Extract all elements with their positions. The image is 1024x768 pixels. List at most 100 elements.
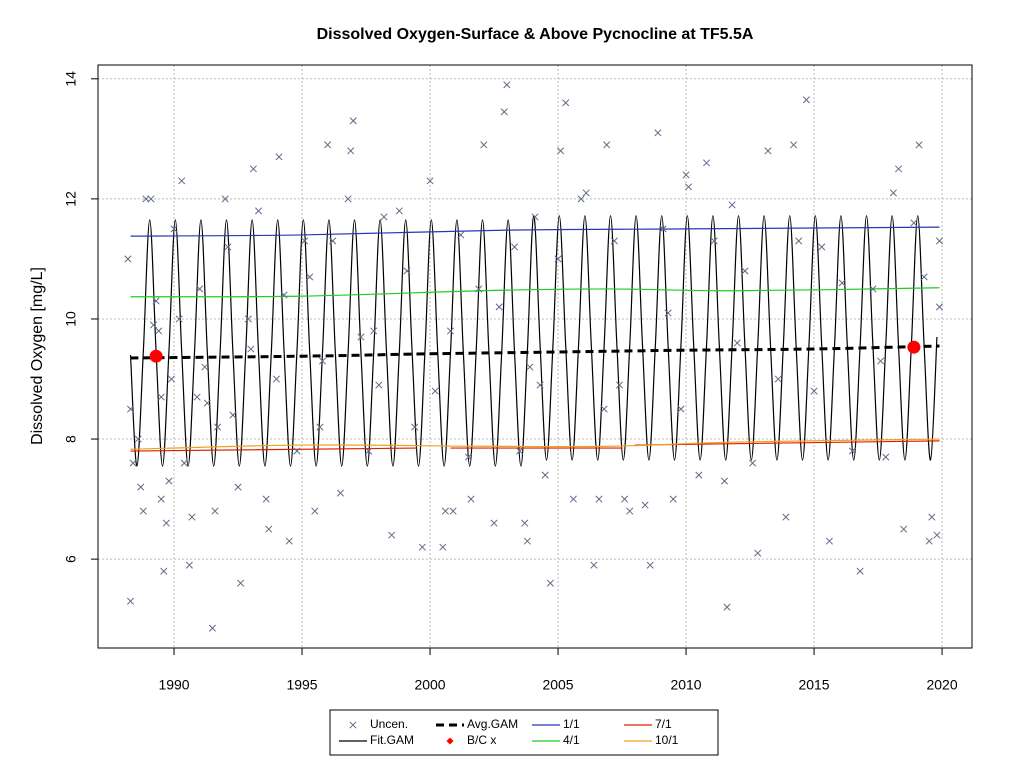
data-point: [503, 81, 511, 89]
data-point: [838, 279, 846, 287]
data-point: [293, 447, 301, 455]
data-point: [426, 177, 434, 185]
data-point: [157, 495, 165, 503]
x-tick-label: 2020: [926, 677, 957, 693]
data-point: [464, 453, 472, 461]
x-tick-label: 2010: [670, 677, 701, 693]
y-tick-label: 12: [63, 191, 79, 207]
legend-item: Avg.GAM: [436, 717, 518, 731]
legend-item: 10/1: [624, 733, 679, 747]
data-point: [541, 471, 549, 479]
data-point: [641, 501, 649, 509]
x-tick-label: 2015: [798, 677, 829, 693]
data-point: [388, 531, 396, 539]
data-point: [646, 561, 654, 569]
x-tick-label: 2005: [542, 677, 573, 693]
x-tick-label: 1990: [158, 677, 189, 693]
data-point: [677, 405, 685, 413]
data-point: [664, 309, 672, 317]
data-point: [610, 237, 618, 245]
data-point: [510, 243, 519, 251]
y-axis-label: Dissolved Oxygen [mg/L]: [29, 267, 46, 445]
data-point: [523, 537, 531, 545]
data-point: [196, 285, 204, 293]
data-point: [710, 237, 718, 245]
legend-label: Fit.GAM: [370, 733, 414, 747]
data-point: [165, 477, 173, 485]
data-point: [582, 189, 590, 197]
data-point: [221, 195, 229, 203]
data-point: [344, 195, 352, 203]
data-point: [825, 537, 833, 545]
data-point: [280, 291, 288, 299]
data-point: [475, 285, 483, 293]
data-point: [411, 423, 419, 431]
data-point: [720, 477, 728, 485]
data-point: [124, 255, 132, 263]
data-point: [301, 237, 309, 245]
bc-point: [907, 340, 921, 354]
data-point: [682, 171, 690, 179]
data-point: [431, 387, 439, 395]
data-point: [129, 459, 137, 467]
data-point: [126, 597, 135, 605]
data-point: [262, 495, 270, 503]
data-point: [915, 141, 923, 149]
data-point: [157, 393, 165, 401]
data-point: [285, 537, 293, 545]
data-point: [178, 177, 186, 185]
data-point: [370, 327, 378, 335]
x-tick-label: 1995: [286, 677, 317, 693]
data-point: [595, 495, 603, 503]
data-point: [395, 207, 403, 215]
data-point: [546, 579, 554, 587]
data-point: [185, 561, 193, 569]
data-point: [495, 303, 503, 311]
data-point: [418, 543, 426, 551]
data-point: [869, 285, 877, 293]
data-point: [531, 213, 539, 221]
data-point: [490, 519, 498, 527]
bc-point: [149, 349, 163, 363]
data-point: [795, 237, 803, 245]
data-point: [749, 459, 757, 467]
series-line: [130, 440, 940, 452]
data-point: [380, 213, 388, 221]
data-point: [318, 357, 327, 365]
data-point: [155, 327, 163, 335]
data-point: [802, 96, 810, 104]
data-point: [685, 183, 693, 191]
data-point: [224, 243, 232, 251]
data-point: [654, 129, 662, 137]
data-point: [516, 447, 524, 455]
data-point: [247, 345, 255, 353]
data-point: [324, 141, 332, 149]
data-point: [569, 495, 577, 503]
data-point: [856, 567, 864, 575]
data-point: [659, 225, 667, 233]
data-point: [441, 507, 449, 515]
legend-item: Uncen.: [349, 717, 408, 731]
data-point: [889, 189, 897, 197]
legend-box: [329, 709, 719, 756]
data-point: [467, 495, 475, 503]
data-point: [234, 483, 242, 491]
data-point: [521, 519, 529, 527]
data-point: [244, 315, 252, 323]
y-tick-label: 14: [63, 71, 79, 87]
legend-label: 4/1: [563, 733, 580, 747]
data-point: [695, 471, 703, 479]
series-line: [130, 226, 940, 237]
legend-item: B/C x: [446, 733, 496, 747]
data-point: [621, 495, 629, 503]
data-point: [311, 507, 319, 515]
data-point: [754, 549, 762, 557]
y-tick-label: 6: [63, 555, 79, 563]
data-point: [590, 561, 598, 569]
legend-item: Fit.GAM: [339, 733, 414, 747]
legend-item: 7/1: [624, 717, 672, 731]
data-point: [790, 141, 798, 149]
legend-symbol: [446, 737, 454, 745]
data-point: [900, 525, 908, 533]
